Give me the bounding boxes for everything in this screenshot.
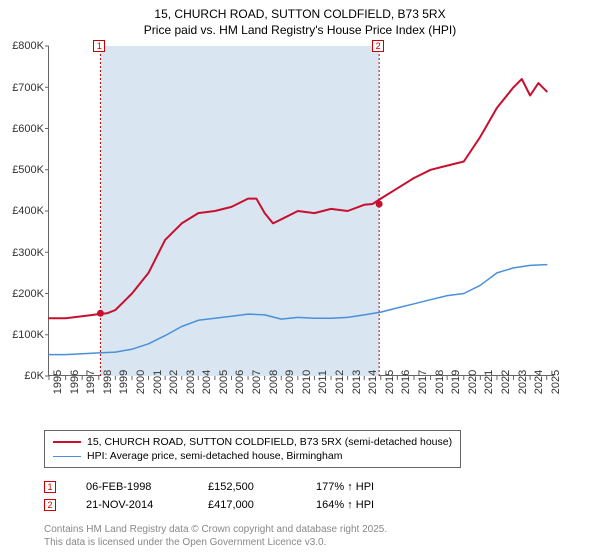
x-tick-label: 2007	[251, 370, 263, 394]
x-tick-label: 2010	[301, 370, 313, 394]
license-line-1: Contains HM Land Registry data © Crown c…	[44, 524, 387, 537]
x-tick-label: 2003	[185, 370, 197, 394]
license-line-2: This data is licensed under the Open Gov…	[44, 537, 387, 550]
legend-row: HPI: Average price, semi-detached house,…	[53, 449, 452, 463]
x-tick-label: 2020	[467, 370, 479, 394]
y-tick-label: £500K	[12, 164, 44, 176]
x-tick-label: 2005	[218, 370, 230, 394]
x-tick-label: 1999	[118, 370, 130, 394]
x-tick-label: 2014	[367, 370, 379, 394]
transaction-price: £152,500	[208, 481, 316, 493]
transaction-pct: 164% ↑ HPI	[316, 499, 436, 511]
transaction-price: £417,000	[208, 499, 316, 511]
plot-svg	[49, 46, 555, 376]
x-tick-label: 1998	[102, 370, 114, 394]
x-tick-label: 2013	[351, 370, 363, 394]
chart-title: 15, CHURCH ROAD, SUTTON COLDFIELD, B73 5…	[0, 0, 600, 40]
y-tick-label: £100K	[12, 329, 44, 341]
transaction-pct: 177% ↑ HPI	[316, 481, 436, 493]
transaction-marker: 2	[44, 499, 56, 511]
x-tick-label: 2019	[450, 370, 462, 394]
x-tick-label: 2011	[317, 371, 329, 395]
x-tick-label: 2017	[417, 370, 429, 394]
legend-row: 15, CHURCH ROAD, SUTTON COLDFIELD, B73 5…	[53, 435, 452, 449]
y-tick-label: £300K	[12, 247, 44, 259]
plot-region	[48, 46, 554, 376]
legend-swatch	[53, 456, 81, 457]
legend-swatch	[53, 441, 81, 443]
x-tick-label: 2009	[284, 370, 296, 394]
x-tick-label: 2006	[234, 370, 246, 394]
x-tick-label: 2012	[334, 370, 346, 394]
chart-marker-2: 2	[372, 40, 384, 52]
x-tick-label: 2025	[550, 370, 562, 394]
x-tick-label: 2008	[268, 370, 280, 394]
y-tick-label: £800K	[12, 40, 44, 52]
x-tick-label: 2024	[533, 370, 545, 394]
x-tick-label: 2023	[517, 370, 529, 394]
x-tick-label: 2018	[434, 370, 446, 394]
transaction-date: 06-FEB-1998	[56, 481, 208, 493]
x-tick-label: 2021	[483, 370, 495, 394]
legend-label: 15, CHURCH ROAD, SUTTON COLDFIELD, B73 5…	[87, 436, 452, 448]
y-tick-label: £400K	[12, 205, 44, 217]
y-tick-label: £600K	[12, 123, 44, 135]
x-tick-label: 2015	[384, 370, 396, 394]
x-tick-label: 2004	[201, 370, 213, 394]
transaction-row: 221-NOV-2014£417,000164% ↑ HPI	[44, 496, 436, 514]
x-tick-label: 1997	[85, 370, 97, 394]
x-tick-label: 1995	[52, 370, 64, 394]
chart-marker-1: 1	[93, 40, 105, 52]
legend: 15, CHURCH ROAD, SUTTON COLDFIELD, B73 5…	[44, 430, 461, 468]
y-tick-label: £700K	[12, 82, 44, 94]
transaction-marker: 1	[44, 481, 56, 493]
title-line-2: Price paid vs. HM Land Registry's House …	[0, 22, 600, 38]
chart-area: £0K£100K£200K£300K£400K£500K£600K£700K£8…	[4, 46, 554, 376]
y-axis: £0K£100K£200K£300K£400K£500K£600K£700K£8…	[4, 46, 48, 376]
legend-label: HPI: Average price, semi-detached house,…	[87, 450, 342, 462]
title-line-1: 15, CHURCH ROAD, SUTTON COLDFIELD, B73 5…	[0, 6, 600, 22]
x-tick-label: 1996	[69, 370, 81, 394]
transaction-date: 21-NOV-2014	[56, 499, 208, 511]
x-tick-label: 2016	[400, 370, 412, 394]
x-tick-label: 2002	[168, 370, 180, 394]
x-tick-label: 2022	[500, 370, 512, 394]
x-tick-label: 2000	[135, 370, 147, 394]
transactions-table: 106-FEB-1998£152,500177% ↑ HPI221-NOV-20…	[44, 478, 436, 514]
transaction-row: 106-FEB-1998£152,500177% ↑ HPI	[44, 478, 436, 496]
y-tick-label: £0K	[24, 370, 44, 382]
y-tick-label: £200K	[12, 288, 44, 300]
x-axis: 1995199619971998199920002001200220032004…	[48, 376, 554, 424]
license-text: Contains HM Land Registry data © Crown c…	[44, 524, 387, 549]
x-tick-label: 2001	[152, 370, 164, 394]
